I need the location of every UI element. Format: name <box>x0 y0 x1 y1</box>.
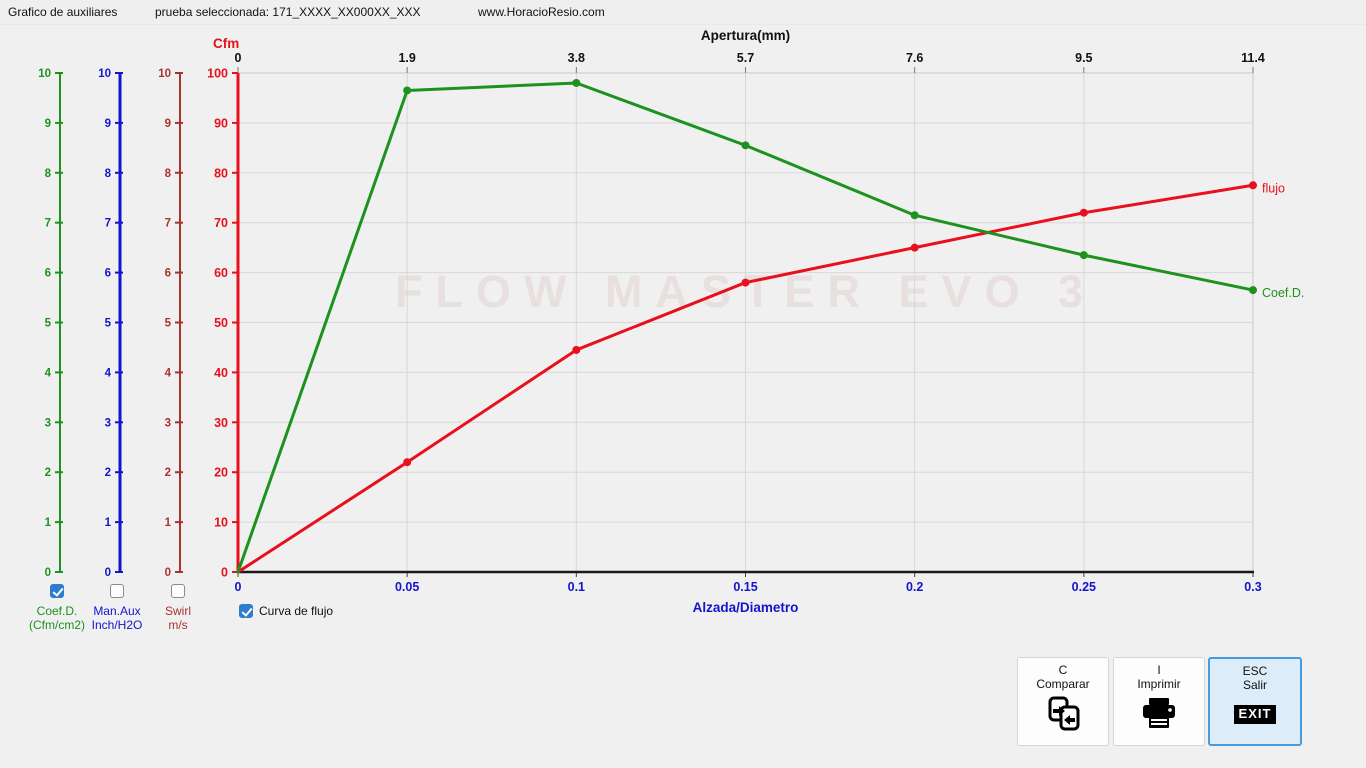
exit-button-key: ESC <box>1242 664 1268 678</box>
svg-text:0.05: 0.05 <box>395 580 419 594</box>
svg-text:60: 60 <box>214 266 228 280</box>
svg-text:5: 5 <box>45 318 52 330</box>
svg-text:Cfm: Cfm <box>213 36 239 51</box>
series-label-Coef.D.: Coef.D. <box>1262 286 1304 300</box>
svg-text:4: 4 <box>165 367 172 379</box>
svg-text:40: 40 <box>214 366 228 380</box>
window-title: Grafico de auxiliares <box>8 5 118 19</box>
svg-text:50: 50 <box>214 316 228 330</box>
aux-block-coefd: Coef.D. (Cfm/cm2) <box>12 584 102 632</box>
svg-text:10: 10 <box>98 68 111 80</box>
swirl-checkbox[interactable] <box>171 584 185 598</box>
exit-badge-icon: EXIT <box>1233 692 1277 744</box>
svg-text:9: 9 <box>105 118 111 130</box>
compare-button[interactable]: C Comparar <box>1017 657 1109 746</box>
watermark-text: FLOW MASTER EVO 3 <box>394 266 1096 317</box>
print-button[interactable]: I Imprimir <box>1113 657 1205 746</box>
svg-text:Apertura(mm): Apertura(mm) <box>701 28 790 43</box>
svg-text:0: 0 <box>235 580 242 594</box>
svg-text:0.1: 0.1 <box>568 580 585 594</box>
svg-text:1.9: 1.9 <box>398 51 415 65</box>
svg-text:7: 7 <box>105 218 111 230</box>
print-button-label: Imprimir <box>1137 677 1181 691</box>
svg-text:80: 80 <box>214 166 228 180</box>
manaux-axis-label: Man.Aux Inch/H2O <box>91 604 143 632</box>
svg-text:6: 6 <box>105 268 111 280</box>
svg-text:9.5: 9.5 <box>1075 51 1092 65</box>
compare-icon <box>1041 691 1085 745</box>
svg-text:7: 7 <box>45 218 51 230</box>
svg-text:0: 0 <box>105 567 111 579</box>
selected-test-label: prueba seleccionada: 171_XXXX_XX000XX_XX… <box>155 5 421 19</box>
svg-text:1: 1 <box>45 517 52 529</box>
flow-curve-checkbox[interactable] <box>239 604 253 618</box>
svg-text:0: 0 <box>221 566 228 580</box>
svg-text:10: 10 <box>214 516 228 530</box>
manaux-checkbox[interactable] <box>110 584 124 598</box>
printer-icon <box>1138 691 1180 745</box>
svg-text:0.25: 0.25 <box>1072 580 1096 594</box>
svg-text:0: 0 <box>165 567 171 579</box>
svg-text:30: 30 <box>214 416 228 430</box>
svg-text:0.2: 0.2 <box>906 580 923 594</box>
coefd-checkbox[interactable] <box>50 584 64 598</box>
svg-text:2: 2 <box>165 467 171 479</box>
svg-text:0.3: 0.3 <box>1244 580 1261 594</box>
svg-text:9: 9 <box>165 118 171 130</box>
website-label: www.HoracioResio.com <box>478 5 605 19</box>
svg-text:2: 2 <box>105 467 111 479</box>
aux-block-manaux: Man.Aux Inch/H2O <box>72 584 162 632</box>
print-button-key: I <box>1157 663 1161 677</box>
svg-text:2: 2 <box>45 467 51 479</box>
svg-text:3: 3 <box>45 417 51 429</box>
swirl-axis-label: Swirl m/s <box>165 604 191 632</box>
svg-text:5: 5 <box>165 318 172 330</box>
svg-text:7: 7 <box>165 218 171 230</box>
flow-curve-label: Curva de flujo <box>259 604 334 618</box>
coefd-axis-label: Coef.D. (Cfm/cm2) <box>29 604 85 632</box>
svg-text:3.8: 3.8 <box>568 51 585 65</box>
exit-button[interactable]: ESC Salir EXIT <box>1208 657 1302 746</box>
svg-text:4: 4 <box>45 367 52 379</box>
svg-text:0: 0 <box>45 567 51 579</box>
svg-text:9: 9 <box>45 118 51 130</box>
svg-text:3: 3 <box>105 417 111 429</box>
svg-text:6: 6 <box>45 268 51 280</box>
svg-text:0: 0 <box>235 51 242 65</box>
svg-text:Alzada/Diametro: Alzada/Diametro <box>693 600 799 615</box>
title-bar: Grafico de auxiliares prueba seleccionad… <box>0 0 1366 25</box>
svg-text:11.4: 11.4 <box>1241 51 1265 65</box>
compare-button-label: Comparar <box>1036 677 1090 691</box>
svg-text:7.6: 7.6 <box>906 51 923 65</box>
svg-text:5: 5 <box>105 318 112 330</box>
compare-button-key: C <box>1058 663 1068 677</box>
svg-text:8: 8 <box>165 168 172 180</box>
svg-text:0.15: 0.15 <box>733 580 757 594</box>
svg-text:8: 8 <box>105 168 112 180</box>
svg-text:1: 1 <box>105 517 112 529</box>
svg-text:3: 3 <box>165 417 171 429</box>
exit-button-label: Salir <box>1242 678 1267 692</box>
svg-text:4: 4 <box>105 367 112 379</box>
svg-text:70: 70 <box>214 216 228 230</box>
series-label-flujo: flujo <box>1262 181 1285 195</box>
svg-text:20: 20 <box>214 466 228 480</box>
svg-text:10: 10 <box>158 68 171 80</box>
aux-block-swirl: Swirl m/s <box>133 584 223 632</box>
svg-text:10: 10 <box>38 68 51 80</box>
svg-text:90: 90 <box>214 116 228 130</box>
svg-text:5.7: 5.7 <box>737 51 754 65</box>
svg-text:6: 6 <box>165 268 171 280</box>
svg-text:8: 8 <box>45 168 52 180</box>
svg-text:1: 1 <box>165 517 172 529</box>
svg-text:100: 100 <box>207 67 228 81</box>
